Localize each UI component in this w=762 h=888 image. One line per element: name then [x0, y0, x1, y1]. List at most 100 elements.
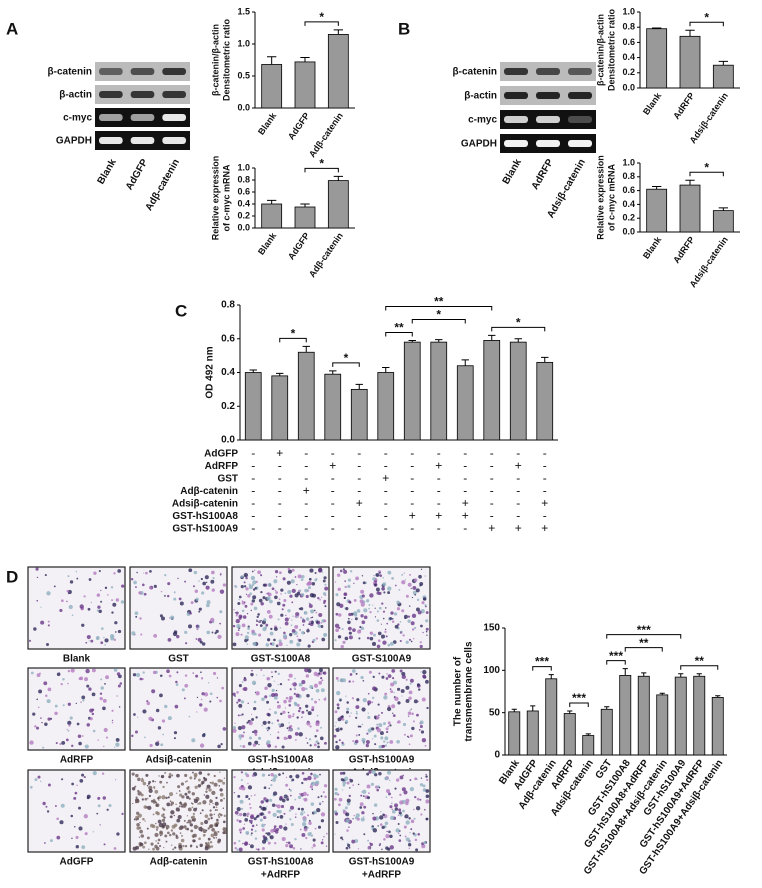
micrograph [27, 566, 126, 650]
cell [244, 604, 248, 608]
cell [142, 845, 146, 849]
cell [219, 699, 222, 703]
cell [161, 814, 165, 818]
cell [369, 593, 374, 598]
cell [276, 809, 280, 813]
cell [85, 668, 90, 674]
cell [358, 637, 361, 640]
cell [380, 634, 386, 639]
cell [98, 609, 102, 614]
cell [159, 780, 163, 784]
cell [189, 611, 192, 615]
significance-bracket [385, 305, 493, 311]
cell [279, 682, 283, 686]
treatment-sign: - [437, 471, 441, 485]
cell [305, 836, 308, 840]
cell [139, 677, 143, 681]
cell [367, 839, 370, 842]
cell [251, 570, 254, 573]
error-bar [333, 175, 343, 181]
cell [403, 825, 407, 829]
cell [97, 796, 101, 800]
cell [155, 840, 157, 842]
cell [279, 814, 284, 819]
cell [252, 580, 257, 585]
cell [422, 597, 427, 601]
cell [301, 619, 306, 623]
panel-label: A [6, 19, 18, 38]
cell [292, 615, 294, 618]
cell [262, 583, 266, 587]
cell [181, 795, 185, 799]
cell [375, 587, 380, 592]
cell [249, 844, 254, 849]
cell [422, 784, 426, 788]
cell [210, 845, 214, 848]
cell [269, 835, 274, 840]
cell [176, 773, 180, 778]
blot-band [130, 137, 155, 144]
cell [305, 594, 309, 599]
cell [375, 715, 380, 720]
bar [403, 341, 421, 441]
cell [273, 825, 277, 828]
cell [54, 704, 58, 708]
cell [283, 736, 287, 740]
bar [600, 708, 613, 756]
cell [313, 810, 317, 815]
cell [140, 793, 144, 797]
cell [336, 706, 340, 710]
cell [237, 725, 242, 731]
cell [178, 826, 183, 831]
cell [323, 576, 327, 580]
bar [656, 694, 669, 756]
cell [198, 607, 202, 611]
cell [244, 601, 246, 603]
cell [324, 795, 327, 798]
cell [183, 697, 186, 700]
significance-label: *** [637, 623, 651, 637]
cell [234, 810, 239, 815]
cell [266, 740, 271, 745]
cell [239, 615, 243, 618]
cell [319, 598, 321, 601]
cell [346, 798, 351, 803]
cell [425, 773, 427, 776]
cell [91, 708, 95, 712]
cell [152, 780, 155, 783]
cell [232, 624, 236, 628]
cell [71, 837, 73, 840]
treatment-sign: + [276, 446, 283, 460]
cell [337, 613, 342, 617]
cell [250, 828, 254, 831]
cell [258, 737, 261, 740]
cell [382, 582, 387, 587]
cell [210, 817, 213, 820]
cell [206, 630, 211, 635]
cell [335, 721, 337, 724]
cell [287, 729, 290, 732]
cell [213, 836, 216, 839]
cell [399, 621, 402, 623]
cell [168, 674, 172, 678]
cell [198, 837, 201, 841]
cell [410, 587, 412, 589]
cell [168, 617, 171, 619]
cell [155, 708, 160, 713]
cell [305, 704, 309, 708]
cell [269, 733, 272, 736]
cell [335, 820, 339, 824]
bar [679, 35, 701, 89]
cell [251, 629, 255, 634]
cell [146, 836, 150, 840]
cell [234, 612, 236, 614]
cell [71, 614, 74, 617]
cell [280, 712, 283, 716]
cell [361, 575, 364, 577]
cell [113, 847, 117, 850]
cell [207, 841, 210, 844]
cell [201, 809, 204, 812]
y-tick-label: 1.0 [237, 38, 250, 48]
cell [184, 781, 187, 783]
cell [83, 814, 88, 819]
